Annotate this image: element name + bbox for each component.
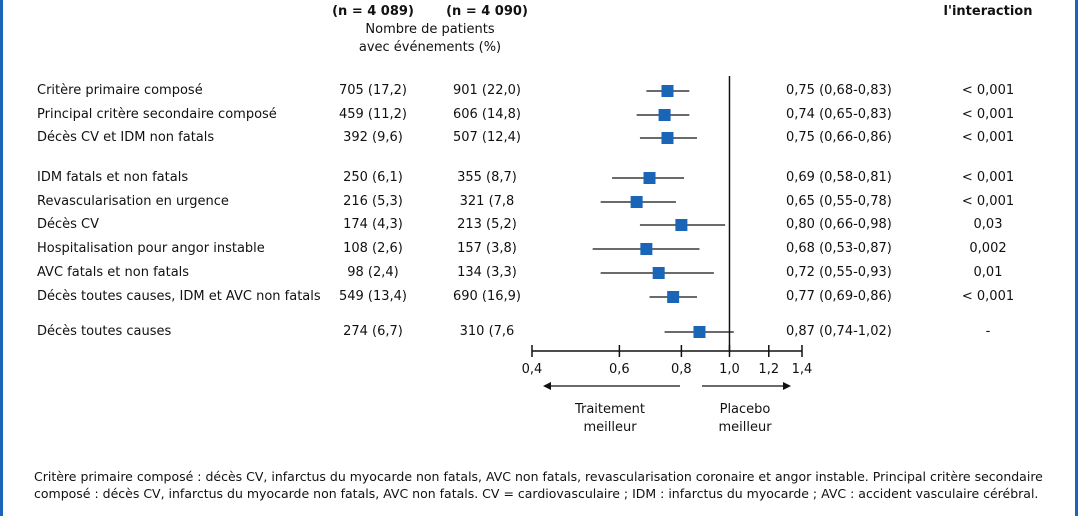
row-hazard-ratio: 0,74 (0,65-0,83) (786, 107, 892, 122)
header-events-line1: Nombre de patients (365, 22, 495, 37)
header-n-treatment: (n = 4 089) (332, 4, 414, 19)
row-hazard-ratio: 0,68 (0,53-0,87) (786, 241, 892, 256)
row-placebo-events: 310 (7,6 (459, 324, 515, 339)
row-hazard-ratio: 0,87 (0,74-1,02) (786, 324, 892, 339)
x-tick-label: 1,2 (758, 362, 779, 377)
hr-marker (630, 196, 643, 208)
x-tick-label: 0,8 (671, 362, 692, 377)
row-p-value: < 0,001 (961, 107, 1015, 122)
row-hazard-ratio: 0,75 (0,68-0,83) (786, 83, 892, 98)
row-placebo-events: 901 (22,0) (452, 83, 522, 98)
row-hazard-ratio: 0,80 (0,66-0,98) (786, 217, 892, 232)
row-label: Décès toutes causes (37, 324, 172, 339)
row-treatment-events: 98 (2,4) (347, 265, 399, 280)
hr-marker (675, 219, 688, 231)
row-p-value: < 0,001 (961, 83, 1015, 98)
header-interaction: l'interaction (943, 4, 1033, 19)
row-p-value: < 0,001 (961, 289, 1015, 304)
row-label: Revascularisation en urgence (37, 194, 229, 209)
left-arrow-head (543, 382, 551, 390)
row-label: IDM fatals et non fatals (37, 170, 189, 185)
row-label: Critère primaire composé (37, 83, 203, 98)
row-label: Décès CV et IDM non fatals (37, 130, 215, 145)
footnote: Critère primaire composé : décès CV, inf… (34, 469, 1043, 501)
row-p-value: - (985, 324, 991, 339)
row-treatment-events: 174 (4,3) (343, 217, 403, 232)
hr-marker (640, 243, 653, 255)
row-placebo-events: 157 (3,8) (457, 241, 517, 256)
row-hazard-ratio: 0,65 (0,55-0,78) (786, 194, 892, 209)
right-arrow-label-1: Placebo (719, 402, 771, 417)
hr-marker (658, 109, 671, 121)
header-events-line2: avec événements (%) (358, 40, 502, 55)
x-tick-label: 1,0 (719, 362, 740, 377)
row-placebo-events: 606 (14,8) (452, 107, 522, 122)
row-label: Hospitalisation pour angor instable (37, 241, 265, 256)
row-placebo-events: 321 (7,8 (459, 194, 515, 209)
row-label: AVC fatals et non fatals (37, 265, 190, 280)
hr-marker (667, 291, 680, 303)
hr-marker (661, 85, 674, 97)
row-hazard-ratio: 0,75 (0,66-0,86) (786, 130, 892, 145)
row-p-value: < 0,001 (961, 194, 1015, 209)
right-arrow-label-2: meilleur (718, 420, 772, 435)
row-p-value: 0,002 (969, 241, 1007, 256)
row-placebo-events: 690 (16,9) (452, 289, 522, 304)
x-tick-label: 1,4 (792, 362, 813, 377)
row-treatment-events: 216 (5,3) (343, 194, 403, 209)
row-p-value: 0,01 (973, 265, 1003, 280)
row-treatment-events: 392 (9,6) (343, 130, 403, 145)
left-arrow-label-1: Traitement (574, 402, 646, 417)
row-treatment-events: 549 (13,4) (338, 289, 408, 304)
row-label: Décès toutes causes, IDM et AVC non fata… (37, 289, 321, 304)
row-p-value: < 0,001 (961, 170, 1015, 185)
row-label: Décès CV (37, 217, 100, 232)
hr-marker (652, 267, 665, 279)
row-placebo-events: 213 (5,2) (457, 217, 517, 232)
row-placebo-events: 507 (12,4) (452, 130, 522, 145)
x-tick-label: 0,6 (609, 362, 630, 377)
row-treatment-events: 459 (11,2) (338, 107, 408, 122)
row-p-value: 0,03 (973, 217, 1003, 232)
hr-marker (643, 172, 656, 184)
row-treatment-events: 108 (2,6) (343, 241, 403, 256)
row-hazard-ratio: 0,72 (0,55-0,93) (786, 265, 892, 280)
row-hazard-ratio: 0,77 (0,69-0,86) (786, 289, 892, 304)
row-treatment-events: 274 (6,7) (343, 324, 403, 339)
hr-marker (693, 326, 706, 338)
row-hazard-ratio: 0,69 (0,58-0,81) (786, 170, 892, 185)
row-treatment-events: 705 (17,2) (338, 83, 408, 98)
row-placebo-events: 355 (8,7) (457, 170, 517, 185)
right-arrow-head (783, 382, 791, 390)
left-arrow-label-2: meilleur (583, 420, 637, 435)
hr-marker (661, 132, 674, 144)
row-p-value: < 0,001 (961, 130, 1015, 145)
row-treatment-events: 250 (6,1) (343, 170, 403, 185)
row-label: Principal critère secondaire composé (37, 107, 277, 122)
header-n-placebo: (n = 4 090) (446, 4, 528, 19)
x-tick-label: 0,4 (522, 362, 543, 377)
row-placebo-events: 134 (3,3) (457, 265, 517, 280)
